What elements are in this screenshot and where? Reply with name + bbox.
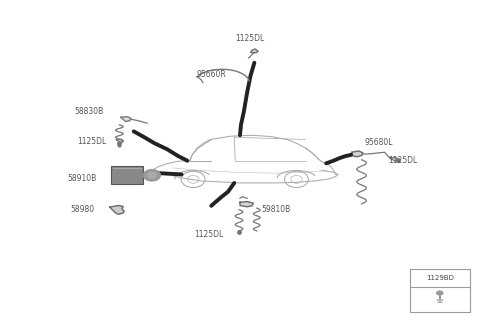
Text: 1125DL: 1125DL (77, 137, 106, 146)
Polygon shape (352, 151, 363, 157)
Text: 95680L: 95680L (364, 138, 393, 147)
Polygon shape (240, 202, 253, 207)
Text: 58980: 58980 (70, 205, 94, 214)
Polygon shape (251, 49, 258, 53)
Text: 58910B: 58910B (67, 174, 96, 183)
Text: 95660R: 95660R (196, 70, 226, 79)
Polygon shape (390, 157, 398, 161)
Text: 59810B: 59810B (262, 205, 291, 214)
Text: 1129BD: 1129BD (419, 273, 449, 282)
Bar (111, 166, 144, 184)
Text: 1129BD: 1129BD (426, 275, 454, 281)
Text: 1125DL: 1125DL (194, 230, 224, 239)
Circle shape (436, 290, 444, 296)
Bar (410, 269, 470, 312)
Text: 1125DL: 1125DL (388, 156, 418, 165)
Circle shape (144, 169, 160, 181)
Text: 58830B: 58830B (74, 107, 104, 116)
Circle shape (147, 172, 157, 178)
Text: 1125DL: 1125DL (235, 34, 264, 43)
Polygon shape (110, 205, 124, 214)
Polygon shape (117, 139, 123, 143)
Polygon shape (121, 117, 131, 122)
